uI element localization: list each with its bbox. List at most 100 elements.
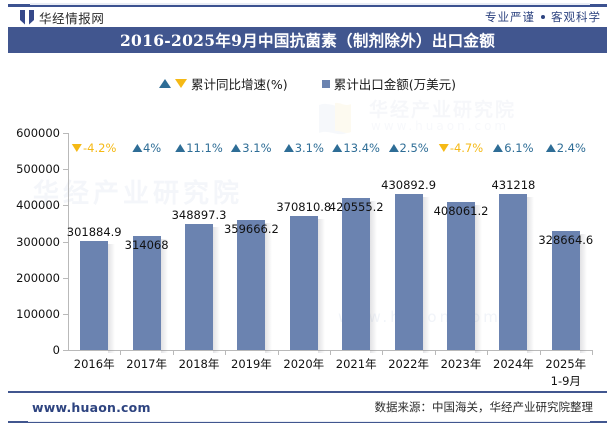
chart-legend: 累计同比增速(%) 累计出口金额(万美元) [8,74,607,93]
x-axis-tick [277,350,279,355]
y-axis-label: 100000 [16,306,60,321]
page-footer: www.huaon.com 数据来源：中国海关，华经产业研究院整理 [8,393,607,421]
y-axis-label: 600000 [16,126,60,140]
x-axis-tick [434,350,436,355]
footer-data-source: 数据来源：中国海关，华经产业研究院整理 [374,400,594,414]
growth-rate-label: 4% [131,141,162,155]
growth-rate-label: 2.4% [545,141,586,155]
slogan: 专业严谨 客观科学 [485,9,601,25]
x-axis-tick [225,350,227,355]
legend-label-amount: 累计出口金额(万美元) [333,77,456,92]
footer-divider [8,391,607,393]
growth-rate-label: 13.4% [332,141,380,155]
y-axis-tick [63,169,68,171]
x-axis-label-text: 2023年 [440,357,482,371]
y-axis-label: 300000 [16,234,60,249]
page-header: 华经情报网 专业严谨 客观科学 [8,7,607,27]
x-axis-label-text: 2021年 [335,357,377,371]
bar[interactable] [289,215,325,354]
y-axis-label: 400000 [16,198,60,213]
page-title: 2016-2025年9月中国抗菌素（制剂除外）出口金额 [119,31,496,50]
bar-value-label: 314068 [124,238,169,253]
bar[interactable] [342,197,378,354]
x-axis-tick [382,350,384,355]
bar[interactable] [80,240,116,354]
x-axis-label: 2025年 1-9月 [545,356,586,389]
bar-value-label: 328664.6 [538,233,594,248]
bar[interactable] [132,236,168,353]
x-axis-label: 2021年 [336,356,377,372]
growth-rate-value: -4.7% [449,141,484,155]
triangle-up-icon [283,144,294,152]
growth-rate-label: 11.1% [175,141,223,155]
bottom-divider [8,421,607,423]
growth-rate-value: 3.1% [294,141,324,155]
x-axis-label: 2022年 [388,356,429,372]
slogan-left: 专业严谨 [485,10,535,24]
x-axis-label-text: 2020年 [283,357,325,371]
title-bar: 2016-2025年9月中国抗菌素（制剂除外）出口金额 [8,27,607,53]
growth-rate-value: -4.2% [83,141,117,155]
triangle-up-icon [131,144,142,152]
legend-item-amount[interactable]: 累计出口金额(万美元) [321,74,456,93]
chart-area: 华经产业研究院 www.huaon.com 华经产业研究院 www.huaon.… [8,53,607,390]
x-axis-label: 2017年 [126,356,167,372]
bar[interactable] [185,223,220,354]
x-axis-label: 2019年 [231,356,272,372]
growth-rate-label: 6.1% [493,141,534,155]
footer-site-url[interactable]: www.huaon.com [32,399,151,415]
y-axis-tick [63,241,68,243]
growth-rate-value: 11.1% [186,141,223,155]
bar[interactable] [237,219,273,354]
slogan-right: 客观科学 [551,10,601,24]
bullet-icon [541,15,545,19]
growth-rate-label: 2.5% [388,141,429,155]
growth-rate-label: -4.7% [438,141,484,155]
brand-name: 华经情报网 [39,10,105,26]
triangle-down-icon [72,144,82,152]
legend-item-growth[interactable]: 累计同比增速(%) [159,74,288,93]
x-axis-label: 2020年 [283,356,324,372]
bar[interactable] [447,202,482,353]
bar[interactable] [394,194,430,353]
bar[interactable] [499,194,535,353]
bar[interactable] [551,231,587,353]
huajing-logo-icon [20,9,34,25]
y-axis-tick [63,350,68,351]
triangle-up-icon [388,144,399,152]
bar-value-label: 359666.2 [223,221,279,236]
growth-rate-value: 6.1% [504,141,534,155]
x-axis-label-text: 2017年 [126,357,167,371]
x-axis-label-text: 2024年 [493,357,534,371]
top-divider [8,3,607,7]
y-axis-tick [63,277,68,279]
x-axis-label: 2024年 [493,356,534,372]
bar-value-label: 301884.9 [66,224,122,239]
triangle-up-icon [231,144,242,152]
growth-rate-value: 2.4% [556,141,586,155]
x-axis-label-text: 2018年 [178,357,220,371]
triangle-up-icon [545,144,556,152]
bar-value-label: 370810.8 [276,199,332,214]
y-axis-tick [63,133,68,134]
x-axis-label: 2018年 [179,356,220,372]
growth-rate-label: -4.2% [72,141,116,155]
bar-value-label: 430892.9 [381,178,437,193]
growth-rate-value: 2.5% [399,141,429,155]
legend-label-growth: 累计同比增速(%) [191,77,288,92]
y-axis-label: 500000 [16,162,60,177]
triangle-down-icon [175,79,188,88]
bar-value-label: 348897.3 [171,207,227,222]
bar-value-label: 420555.2 [328,199,384,214]
growth-rate-label: 3.1% [231,141,272,155]
plot-area: 0 100000 200000 300000 400000 500000 600000 301… [8,53,607,390]
y-axis-line [68,133,69,350]
growth-rate-value: 4% [142,141,162,155]
brand: 华经情报网 [20,8,105,27]
x-axis-tick [487,350,489,355]
triangle-up-icon [493,144,504,152]
y-axis-tick [63,205,68,207]
triangle-up-icon [175,144,186,152]
bar-value-label: 408061.2 [433,204,489,219]
